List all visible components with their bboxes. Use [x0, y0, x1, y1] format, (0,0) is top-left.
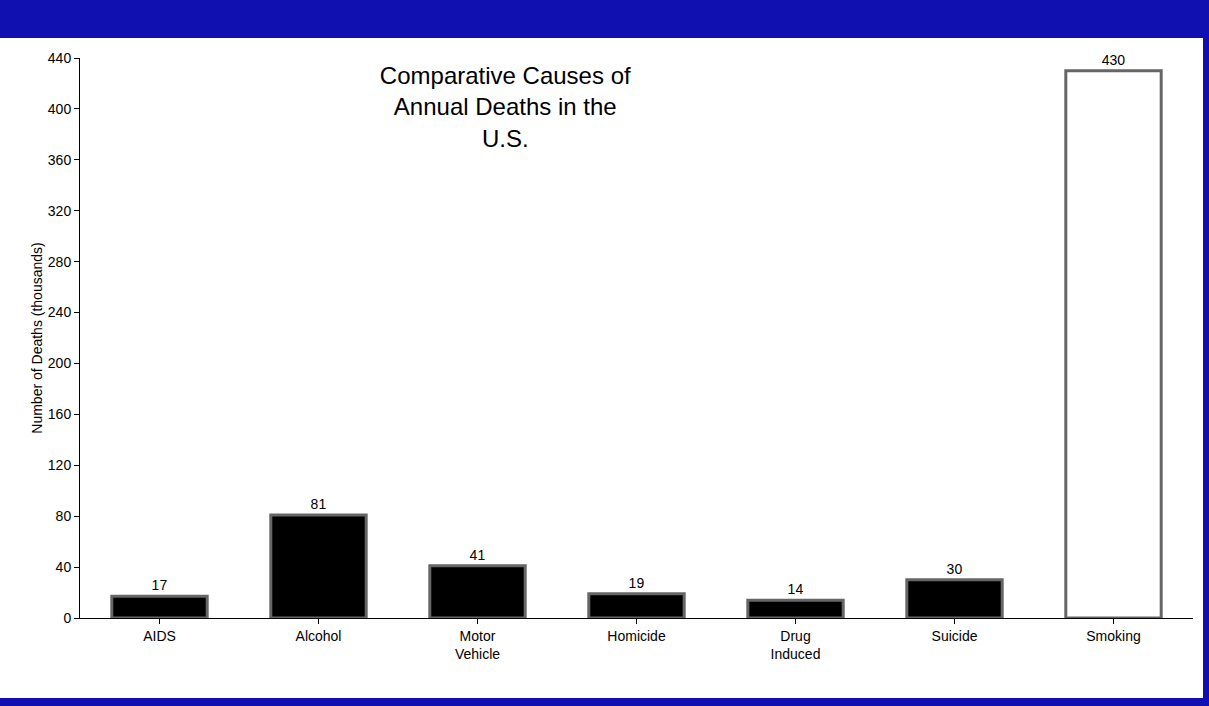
svg-text:200: 200: [48, 355, 72, 371]
svg-text:AIDS: AIDS: [143, 628, 176, 644]
svg-text:440: 440: [48, 50, 72, 66]
svg-text:81: 81: [311, 496, 327, 512]
svg-text:120: 120: [48, 457, 72, 473]
svg-text:240: 240: [48, 304, 72, 320]
svg-text:41: 41: [470, 547, 486, 563]
svg-text:30: 30: [947, 561, 963, 577]
svg-text:160: 160: [48, 406, 72, 422]
svg-text:360: 360: [48, 152, 72, 168]
svg-text:DrugInduced: DrugInduced: [771, 628, 821, 662]
svg-text:40: 40: [56, 559, 72, 575]
svg-text:0: 0: [63, 610, 71, 626]
svg-text:17: 17: [152, 577, 168, 593]
svg-text:MotorVehicle: MotorVehicle: [455, 628, 500, 662]
svg-text:Suicide: Suicide: [932, 628, 978, 644]
svg-text:Number of Deaths (thousands): Number of Deaths (thousands): [29, 242, 45, 433]
svg-text:Comparative Causes ofAnnual De: Comparative Causes ofAnnual Deaths in th…: [380, 62, 631, 151]
svg-text:14: 14: [788, 581, 804, 597]
svg-text:400: 400: [48, 101, 72, 117]
svg-text:Homicide: Homicide: [607, 628, 666, 644]
svg-text:280: 280: [48, 254, 72, 270]
svg-text:430: 430: [1102, 52, 1126, 68]
svg-text:19: 19: [629, 575, 645, 591]
svg-text:80: 80: [56, 508, 72, 524]
svg-text:Smoking: Smoking: [1086, 628, 1140, 644]
svg-text:320: 320: [48, 203, 72, 219]
svg-text:Alcohol: Alcohol: [296, 628, 342, 644]
